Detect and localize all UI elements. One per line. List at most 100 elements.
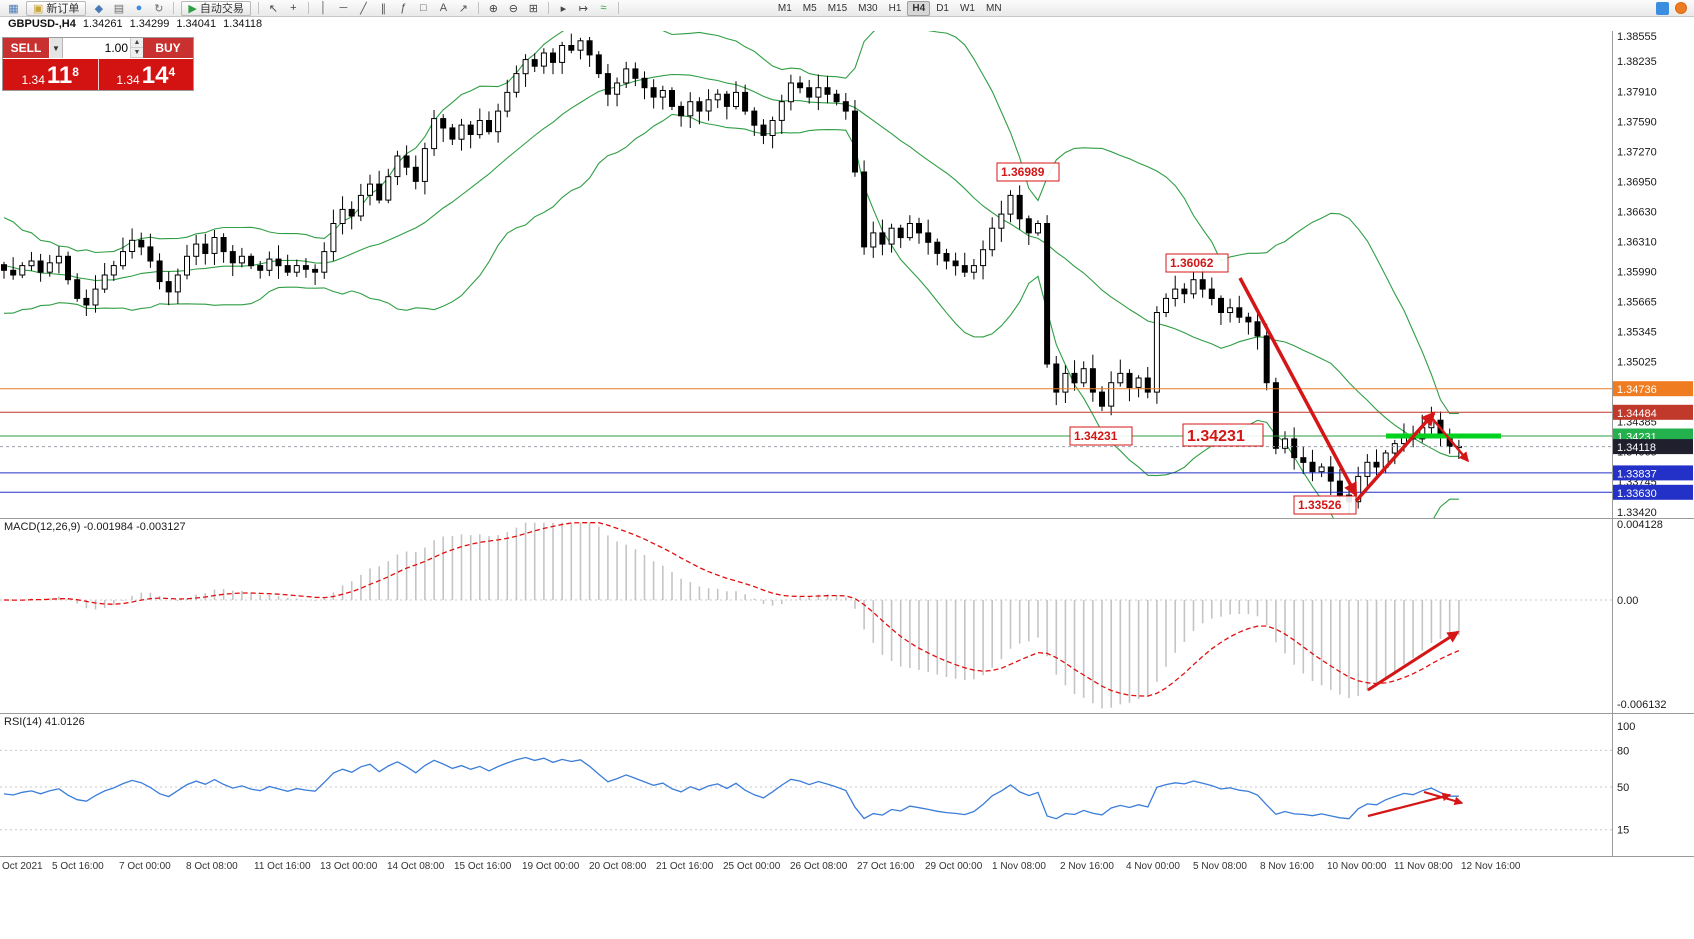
auto-scroll-icon: ▸ bbox=[560, 2, 567, 15]
time-axis-label: 21 Oct 16:00 bbox=[656, 861, 714, 872]
cursor-icon[interactable]: ↖ bbox=[264, 1, 283, 16]
auto-scroll-icon[interactable]: ▸ bbox=[554, 1, 573, 16]
equidistant-channel-icon[interactable]: ∥ bbox=[374, 1, 393, 16]
macd-panel[interactable]: 0.004128 0.00 -0.006132 bbox=[0, 518, 1694, 713]
zoom-out-icon[interactable]: ⊖ bbox=[504, 1, 523, 16]
price-annotation[interactable]: 1.36989 bbox=[996, 162, 1060, 182]
refresh-icon[interactable]: ↻ bbox=[149, 1, 168, 16]
price-annotation[interactable]: 1.34231 bbox=[1182, 423, 1264, 447]
toolbar-separator bbox=[477, 2, 479, 14]
timeframe-h1[interactable]: H1 bbox=[884, 1, 907, 16]
sell-price-button[interactable]: 1.34 11 8 bbox=[3, 59, 99, 90]
macd-axis-label: -0.006132 bbox=[1617, 699, 1667, 711]
rsi-axis-label: 15 bbox=[1617, 825, 1629, 837]
low-value: 1.34041 bbox=[176, 18, 217, 30]
crosshair-icon[interactable]: + bbox=[284, 1, 303, 16]
button-label: 自动交易 bbox=[199, 3, 244, 15]
trend-arrow[interactable] bbox=[1423, 790, 1464, 806]
price-annotation[interactable]: 1.34231 bbox=[1069, 426, 1133, 446]
timeframe-m30[interactable]: M30 bbox=[853, 1, 882, 16]
toolbar: ▦ ▣ 新订单 ◆ ▤ ● ↻ ▶ 自动交易 ↖ + │ ─ ╱ ∥ ƒ □ A ↗ ⊕ ⊖ ⊞ ▸ ↦ ≈ M1 M5 M15 M3… bbox=[0, 0, 1694, 17]
svg-text:1.34231: 1.34231 bbox=[1074, 429, 1118, 443]
macd-axis-label: 0.00 bbox=[1617, 595, 1638, 607]
price-axis-tick: 1.33420 bbox=[1617, 507, 1657, 518]
market-watch-icon[interactable]: ▤ bbox=[109, 1, 128, 16]
rsi-indicator-label: RSI(14) 41.0126 bbox=[4, 716, 85, 728]
order-type-dropdown[interactable]: ▼ bbox=[49, 38, 63, 58]
time-axis[interactable]: Oct 2021 5 Oct 16:00 7 Oct 00:00 8 Oct 08:0… bbox=[0, 856, 1694, 939]
fibonacci-icon[interactable]: ƒ bbox=[394, 1, 413, 16]
toolbar-items: ▦ ▣ 新订单 ◆ ▤ ● ↻ ▶ 自动交易 ↖ + │ ─ ╱ ∥ ƒ □ A ↗ ⊕ ⊖ ⊞ ▸ ↦ ≈ bbox=[4, 0, 623, 16]
volume-stepper: ▲ ▼ bbox=[130, 38, 143, 58]
timeframe-h4[interactable]: H4 bbox=[907, 0, 931, 16]
chat-icon[interactable]: ● bbox=[129, 1, 148, 16]
autotrading-button[interactable]: ▶ 自动交易 bbox=[181, 0, 251, 16]
candles-layer bbox=[1, 33, 1462, 515]
community-icon[interactable] bbox=[1656, 1, 1669, 15]
volume-input[interactable] bbox=[63, 38, 130, 58]
price-tag: 1.34736 bbox=[1613, 381, 1693, 397]
svg-text:1.33630: 1.33630 bbox=[1617, 488, 1657, 500]
buy-price-button[interactable]: 1.34 14 4 bbox=[98, 59, 193, 90]
trend-arrow[interactable] bbox=[1238, 277, 1358, 497]
toolbar-separator bbox=[173, 2, 175, 14]
rsi-axis-label: 50 bbox=[1617, 782, 1629, 794]
time-axis-label: 20 Oct 08:00 bbox=[589, 861, 647, 872]
vertical-line-icon[interactable]: │ bbox=[314, 1, 333, 16]
time-axis-label: 1 Nov 08:00 bbox=[992, 861, 1046, 872]
macd-indicator-label: MACD(12,26,9) -0.001984 -0.003127 bbox=[4, 521, 186, 533]
text-label-icon[interactable]: A bbox=[434, 1, 453, 16]
sell-price-prefix: 1.34 bbox=[21, 73, 45, 87]
toolbar-separator bbox=[307, 2, 309, 14]
timeframe-m15[interactable]: M15 bbox=[823, 1, 852, 16]
horizontal-line-icon: ─ bbox=[339, 2, 348, 14]
sell-button[interactable]: SELL bbox=[3, 38, 49, 58]
new-order-button[interactable]: ▣ 新订单 bbox=[26, 0, 87, 16]
trend-arrow[interactable] bbox=[1430, 416, 1469, 463]
zoom-in-icon[interactable]: ⊕ bbox=[484, 1, 503, 16]
price-chart[interactable]: 1.38555 1.38235 1.37910 1.37590 1.37270 1.369… bbox=[0, 31, 1694, 518]
navigator-icon[interactable]: ◆ bbox=[89, 1, 108, 16]
trade-controls-row: SELL ▼ ▲ ▼ BUY bbox=[3, 38, 193, 59]
trendline-icon[interactable]: ╱ bbox=[354, 1, 373, 16]
button-label: 新订单 bbox=[46, 3, 80, 15]
indicators-icon[interactable]: ≈ bbox=[594, 1, 613, 16]
zoom-in-icon: ⊕ bbox=[488, 2, 498, 15]
chart-shift-icon[interactable]: ↦ bbox=[574, 1, 593, 16]
macd-histogram bbox=[12, 522, 1460, 709]
new-chart-icon[interactable]: ▦ bbox=[4, 1, 23, 16]
price-annotation[interactable]: 1.33526 bbox=[1293, 495, 1357, 515]
timeframe-mn[interactable]: MN bbox=[981, 1, 1007, 16]
arrow-tool-icon[interactable]: ↗ bbox=[454, 1, 473, 16]
timeframe-m1[interactable]: M1 bbox=[773, 1, 797, 16]
shapes-icon[interactable]: □ bbox=[414, 1, 433, 16]
timeframe-w1[interactable]: W1 bbox=[955, 1, 980, 16]
buy-price-pips: 14 bbox=[141, 62, 169, 89]
price-axis-tick: 1.35665 bbox=[1617, 297, 1657, 309]
toolbar-right bbox=[1656, 1, 1690, 15]
trend-arrow[interactable] bbox=[1367, 792, 1452, 818]
price-annotation[interactable]: 1.36062 bbox=[1165, 253, 1229, 273]
price-axis-tick: 1.37270 bbox=[1617, 146, 1657, 158]
quote-info-bar: GBPUSD-,H4 1.34261 1.34299 1.34041 1.341… bbox=[0, 17, 1694, 31]
time-axis-label: 11 Oct 16:00 bbox=[254, 861, 311, 872]
stepper-up-icon[interactable]: ▲ bbox=[131, 38, 143, 48]
buy-button[interactable]: BUY bbox=[143, 38, 193, 58]
timeframe-m5[interactable]: M5 bbox=[798, 1, 822, 16]
symbol-period-label: GBPUSD-,H4 bbox=[8, 18, 76, 30]
horizontal-line-icon[interactable]: ─ bbox=[334, 1, 353, 16]
rsi-panel[interactable]: 100 80 50 15 bbox=[0, 713, 1694, 856]
time-axis-label: 12 Nov 16:00 bbox=[1461, 861, 1521, 872]
trend-arrow[interactable] bbox=[1354, 411, 1436, 503]
svg-text:1.36062: 1.36062 bbox=[1170, 256, 1214, 270]
time-axis-label: 14 Oct 08:00 bbox=[387, 861, 445, 872]
trend-arrow[interactable] bbox=[1367, 630, 1460, 692]
chevron-down-icon: ▼ bbox=[52, 43, 60, 53]
alerts-badge-icon[interactable] bbox=[1675, 2, 1687, 14]
macd-values: -0.001984 -0.003127 bbox=[83, 521, 186, 533]
stepper-down-icon[interactable]: ▼ bbox=[131, 48, 143, 58]
tile-windows-icon[interactable]: ⊞ bbox=[524, 1, 543, 16]
timeframe-d1[interactable]: D1 bbox=[931, 1, 954, 16]
trade-prices-row: 1.34 11 8 1.34 14 4 bbox=[3, 59, 193, 90]
indicators-icon: ≈ bbox=[600, 2, 607, 14]
